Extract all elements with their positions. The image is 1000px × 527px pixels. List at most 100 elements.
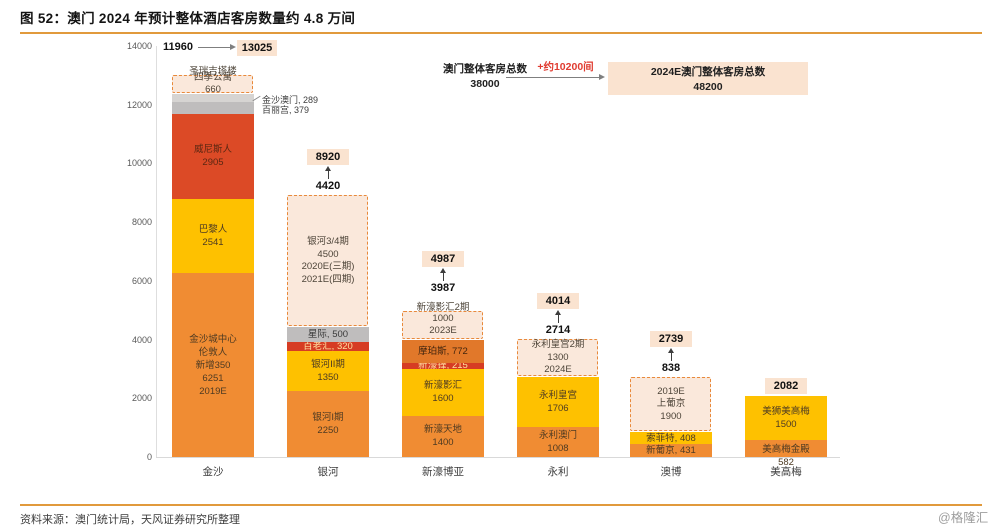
x-axis-category-label: 金沙: [202, 466, 224, 478]
arrow-head: [324, 166, 331, 172]
y-axis-tick-label: 12000: [126, 99, 152, 110]
segment-outside-label: 百丽宫, 379: [262, 105, 310, 116]
arrow-shaft: [327, 170, 329, 180]
right-arrow-icon: [506, 74, 606, 82]
arrow-head: [667, 347, 674, 353]
segment-label: 新濠锋, 215: [418, 360, 468, 372]
annotation-current-total: 澳门整体客房总数 38000: [420, 62, 550, 92]
planned-segment-label: 1000 2023E: [429, 312, 457, 337]
y-axis-tick-label: 14000: [126, 41, 152, 51]
annotation-current-total-label: 澳门整体客房总数: [443, 63, 527, 75]
x-axis-category-label: 新濠博亚: [422, 466, 464, 478]
footer-divider-rule: [20, 504, 982, 506]
bar-segment-永利皇宫: [517, 377, 599, 428]
bar-segment-银河II期: [287, 351, 369, 391]
up-arrow-icon: [667, 347, 675, 361]
arrow-head: [554, 310, 561, 316]
planned-above-label: 新濠影汇2期: [416, 301, 470, 313]
segment-label: 银河I期 2250: [312, 411, 344, 436]
arrow-head: [599, 74, 605, 80]
segment-label: 新濠天地 1400: [423, 424, 462, 449]
right-arrow-icon: [198, 44, 236, 51]
bar-segment-巴黎人: [172, 198, 254, 274]
segment-label: 新葡京, 431: [646, 445, 696, 457]
up-arrow-icon: [324, 166, 332, 180]
bar-segment-星际: [287, 327, 369, 342]
bar-segment-永利澳门: [517, 427, 599, 457]
current-total-label: 11960: [163, 41, 193, 53]
bar-segment-百老汇: [287, 341, 369, 352]
x-axis-category-label: 美高梅: [770, 466, 802, 478]
up-arrow-icon: [554, 310, 562, 324]
planned-segment-label: 银河3/4期 4500 2020E(三期) 2021E(四期): [301, 236, 355, 285]
annotation-future-total-value: 48200: [693, 81, 723, 93]
x-axis-line: [156, 457, 840, 458]
segment-label: 索菲特, 408: [646, 432, 696, 444]
y-axis-tick-label: 2000: [131, 393, 152, 404]
future-total-label: 13025: [237, 40, 277, 56]
segment-label: 美高梅金殿 582: [762, 443, 810, 468]
planned-segment: [630, 376, 711, 432]
bar-segment-新葡京: [630, 444, 712, 457]
x-axis-category-label: 永利: [547, 466, 569, 478]
current-total-label: 2714: [545, 324, 571, 337]
future-total-label: 4987: [422, 250, 464, 267]
annotation-current-total-value: 38000: [470, 78, 500, 90]
segment-label: 摩珀斯, 772: [418, 345, 468, 357]
segment-label: 巴黎人 2541: [198, 224, 228, 249]
planned-above-label: 圣瑞吉塔楼: [189, 65, 237, 77]
current-total-label: 4420: [315, 180, 341, 193]
data-source-note: 资料来源：澳门统计局，天风证券研究所整理: [20, 514, 240, 526]
segment-label: 星际, 500: [307, 329, 349, 341]
bar-segment-金沙澳门: [172, 93, 254, 103]
bar-segment-银河I期: [287, 390, 369, 457]
segment-label: 永利皇宫 1706: [538, 390, 577, 415]
bar-segment-金沙城中心-伦敦人: [172, 273, 254, 457]
planned-segment-label: 永利皇宫2期 1300 2024E: [531, 339, 585, 376]
segment-outside-label: 金沙澳门, 289: [262, 95, 319, 106]
annotation-future-total-label: 2024E澳门整体客房总数: [650, 66, 766, 78]
bar-segment-美高梅金殿: [745, 439, 827, 457]
arrow-shaft: [198, 47, 231, 48]
segment-label: 美狮美高梅 1500: [762, 405, 810, 430]
arrow-shaft: [670, 351, 672, 361]
bar-segment-新濠锋: [402, 362, 484, 369]
x-axis-category-label: 银河: [317, 466, 339, 478]
current-total-label: 838: [661, 361, 681, 374]
annotation-delta-label: +约10200间: [537, 61, 594, 73]
arrow-shaft: [557, 314, 559, 324]
bar-segment-威尼斯人: [172, 113, 254, 199]
arrow-head: [230, 44, 236, 50]
segment-label: 新濠影汇 1600: [423, 380, 462, 405]
y-axis-line: [156, 46, 157, 457]
y-axis-tick-label: 4000: [131, 334, 152, 345]
future-total-label: 2739: [650, 330, 692, 347]
planned-segment: [287, 195, 368, 327]
figure-title: 图 52：澳门 2024 年预计整体酒店客房数量约 4.8 万间: [20, 11, 356, 26]
planned-segment-label: 四季公寓 660: [193, 71, 232, 96]
arrow-head: [439, 267, 446, 273]
x-axis-category-label: 澳博: [660, 466, 682, 478]
arrow-shaft: [442, 271, 444, 281]
segment-label: 金沙城中心 伦敦人 新增350 6251 2019E: [189, 333, 237, 397]
bar-segment-摩珀斯: [402, 339, 484, 363]
watermark: @格隆汇: [938, 511, 989, 525]
y-axis-tick-label: 0: [146, 452, 152, 462]
y-axis-tick-label: 10000: [126, 158, 152, 169]
bar-segment-新濠天地: [402, 415, 484, 457]
segment-label: 永利澳门 1008: [538, 430, 577, 455]
planned-segment: [517, 339, 598, 377]
arrow-shaft: [506, 77, 600, 78]
current-total-label: 3987: [430, 281, 456, 294]
bar-segment-百丽宫: [172, 102, 254, 114]
annotation-future-total-box: 2024E澳门整体客房总数 48200: [608, 62, 808, 95]
planned-segment: [402, 310, 483, 339]
y-axis-tick-label: 6000: [131, 275, 152, 286]
segment-label: 银河II期 1350: [311, 359, 345, 384]
segment-label: 威尼斯人 2905: [193, 144, 232, 169]
segment-label: 百老汇, 320: [303, 341, 353, 353]
bar-segment-索菲特: [630, 432, 712, 445]
planned-segment: [172, 74, 253, 93]
planned-segment-label: 2019E 上葡京 1900: [656, 385, 686, 422]
